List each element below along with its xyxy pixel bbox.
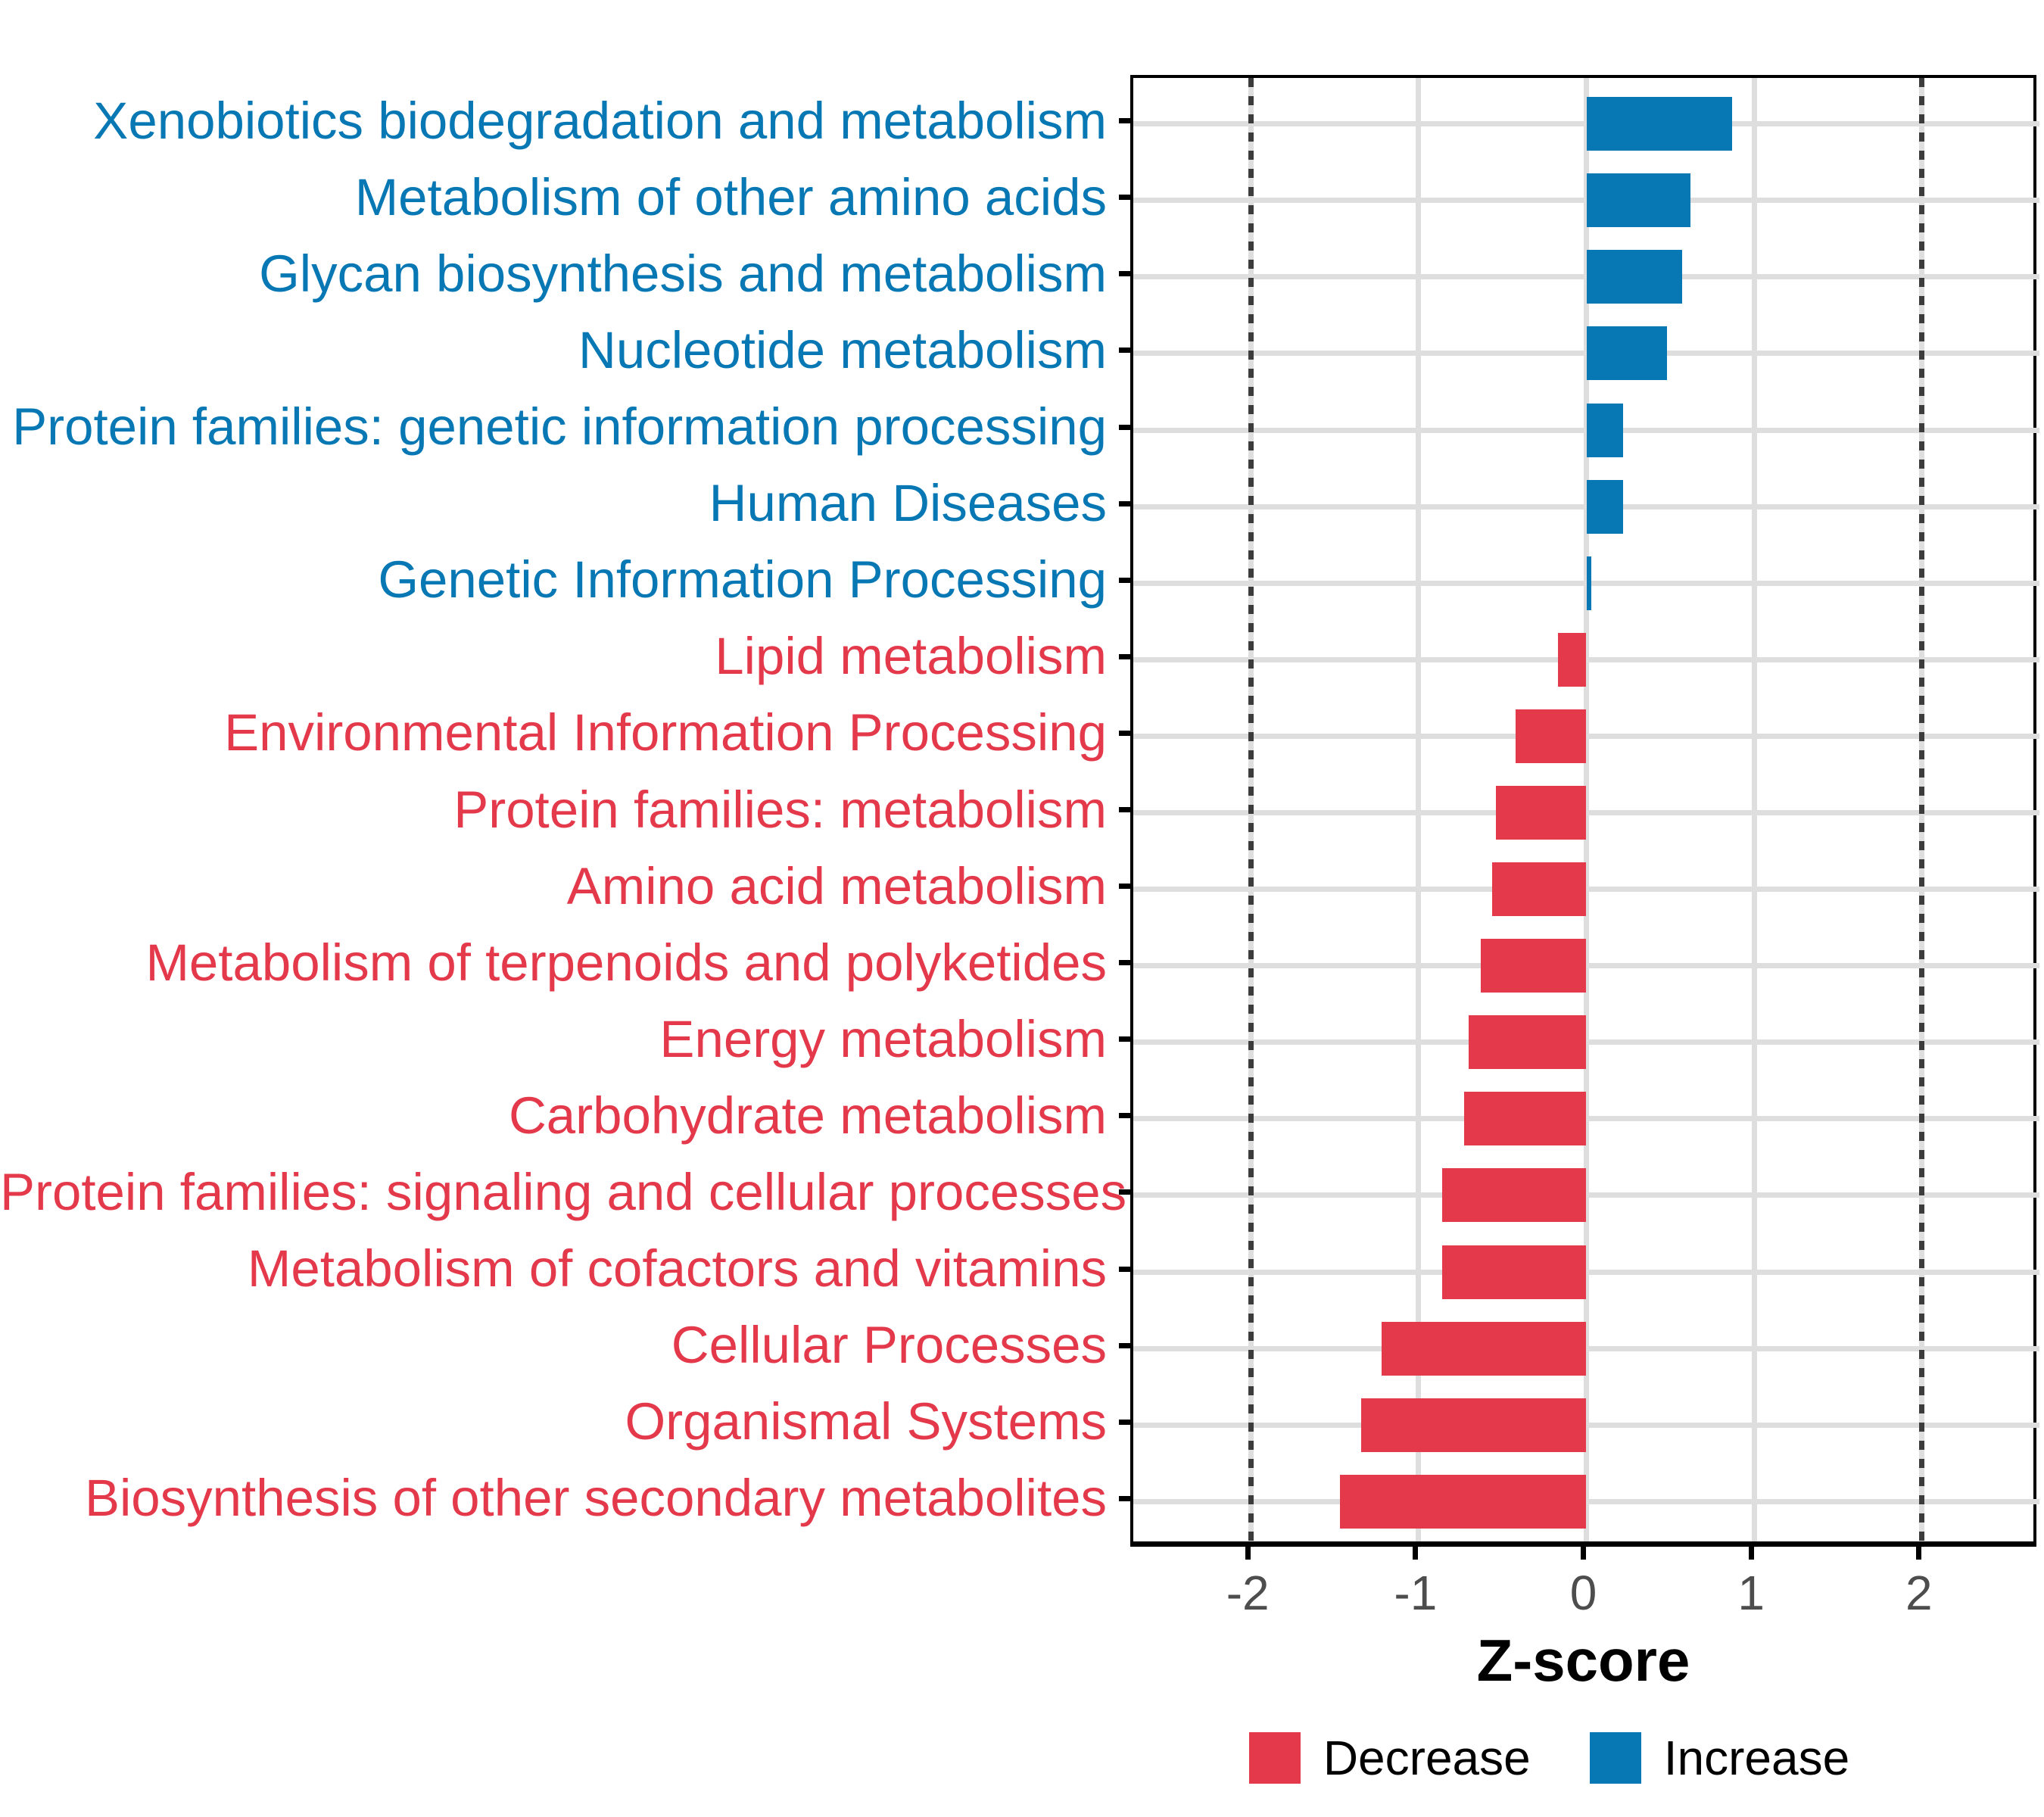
y-gridline	[1133, 1422, 2039, 1428]
y-tick-mark	[1119, 1189, 1130, 1195]
y-tick-mark	[1119, 1342, 1130, 1348]
category-label: Protein families: metabolism	[453, 780, 1107, 839]
y-tick-mark	[1119, 884, 1130, 890]
bar	[1586, 97, 1733, 151]
y-gridline	[1133, 1269, 2039, 1275]
y-tick-mark	[1119, 577, 1130, 583]
bar	[1441, 1245, 1587, 1299]
x-tick-mark	[1581, 1544, 1586, 1560]
category-label: Human Diseases	[709, 474, 1107, 533]
x-tick-mark	[1748, 1544, 1754, 1560]
y-gridline	[1133, 963, 2039, 969]
bar	[1463, 1092, 1587, 1146]
bar	[1586, 173, 1690, 228]
category-label: Energy metabolism	[659, 1009, 1107, 1068]
bar	[1516, 709, 1587, 763]
bar	[1339, 1474, 1587, 1529]
category-label: Xenobiotics biodegradation and metabolis…	[93, 91, 1107, 150]
bar	[1361, 1398, 1587, 1452]
legend-swatch-decrease-icon	[1248, 1732, 1301, 1784]
x-tick-mark	[1413, 1544, 1419, 1560]
x-tick-label: 2	[1905, 1566, 1933, 1620]
category-label: Protein families: genetic information pr…	[12, 397, 1107, 457]
bar	[1480, 939, 1587, 993]
bar	[1557, 632, 1587, 687]
category-label: Metabolism of other amino acids	[354, 167, 1107, 226]
y-tick-mark	[1119, 807, 1130, 812]
y-gridline	[1133, 1116, 2039, 1122]
y-tick-mark	[1119, 348, 1130, 354]
y-gridline	[1133, 1192, 2039, 1198]
legend-label-decrease: Decrease	[1323, 1731, 1531, 1785]
x-tick-mark	[1245, 1544, 1251, 1560]
legend-label-increase: Increase	[1663, 1731, 1850, 1785]
y-tick-mark	[1119, 730, 1130, 736]
x-axis-line	[1130, 1541, 2036, 1547]
dotted-reference-line	[1248, 78, 1254, 1547]
legend: Decrease Increase	[1055, 1720, 2044, 1796]
x-tick-label: 0	[1569, 1566, 1597, 1620]
y-gridline	[1133, 887, 2039, 893]
y-tick-mark	[1119, 424, 1130, 430]
y-tick-mark	[1119, 1419, 1130, 1425]
y-gridline	[1133, 810, 2039, 815]
y-gridline	[1133, 656, 2039, 662]
dotted-reference-line	[1919, 78, 1925, 1547]
y-gridline	[1133, 1498, 2039, 1504]
legend-item-increase: Increase	[1589, 1731, 1850, 1785]
x-axis-title: Z-score	[1476, 1627, 1690, 1694]
y-tick-mark	[1119, 653, 1130, 659]
y-tick-mark	[1119, 1495, 1130, 1501]
plot-panel	[1130, 75, 2039, 1547]
legend-swatch-increase-icon	[1589, 1732, 1641, 1784]
x-tick-label: 1	[1737, 1566, 1765, 1620]
y-tick-mark	[1119, 500, 1130, 506]
category-label: Nucleotide metabolism	[578, 320, 1107, 379]
category-label: Protein families: signaling and cellular…	[0, 1162, 1127, 1221]
category-label: Metabolism of cofactors and vitamins	[247, 1239, 1107, 1298]
x-tick-mark	[1916, 1544, 1922, 1560]
category-label: Cellular Processes	[671, 1316, 1107, 1375]
x-tick-label: -1	[1394, 1566, 1438, 1620]
category-label: Lipid metabolism	[715, 627, 1107, 686]
bar	[1586, 556, 1592, 610]
y-tick-mark	[1119, 118, 1130, 124]
y-gridline	[1133, 1039, 2039, 1046]
legend-item-decrease: Decrease	[1248, 1731, 1531, 1785]
bar	[1441, 1168, 1587, 1223]
x-tick-label: -2	[1226, 1566, 1270, 1620]
y-gridline	[1133, 1345, 2039, 1351]
category-label: Biosynthesis of other secondary metaboli…	[84, 1469, 1107, 1528]
y-tick-mark	[1119, 1266, 1130, 1272]
bar	[1495, 786, 1587, 840]
category-label: Glycan biosynthesis and metabolism	[259, 244, 1107, 303]
y-tick-mark	[1119, 1036, 1130, 1043]
bar	[1586, 479, 1624, 534]
bar	[1469, 1015, 1587, 1070]
y-gridline	[1133, 733, 2039, 739]
bar	[1586, 403, 1624, 457]
y-tick-mark	[1119, 960, 1130, 966]
bar	[1586, 326, 1667, 381]
category-label: Environmental Information Processing	[224, 703, 1107, 762]
bar	[1586, 250, 1682, 304]
y-tick-mark	[1119, 271, 1130, 277]
bar	[1492, 862, 1587, 917]
y-tick-mark	[1119, 195, 1130, 201]
category-label: Carbohydrate metabolism	[508, 1086, 1107, 1145]
category-label: Amino acid metabolism	[566, 856, 1107, 915]
category-label: Genetic Information Processing	[378, 550, 1107, 609]
category-label: Metabolism of terpenoids and polyketides	[145, 933, 1107, 992]
y-tick-mark	[1119, 1113, 1130, 1119]
bar	[1382, 1321, 1587, 1376]
category-label: Organismal Systems	[625, 1392, 1108, 1451]
